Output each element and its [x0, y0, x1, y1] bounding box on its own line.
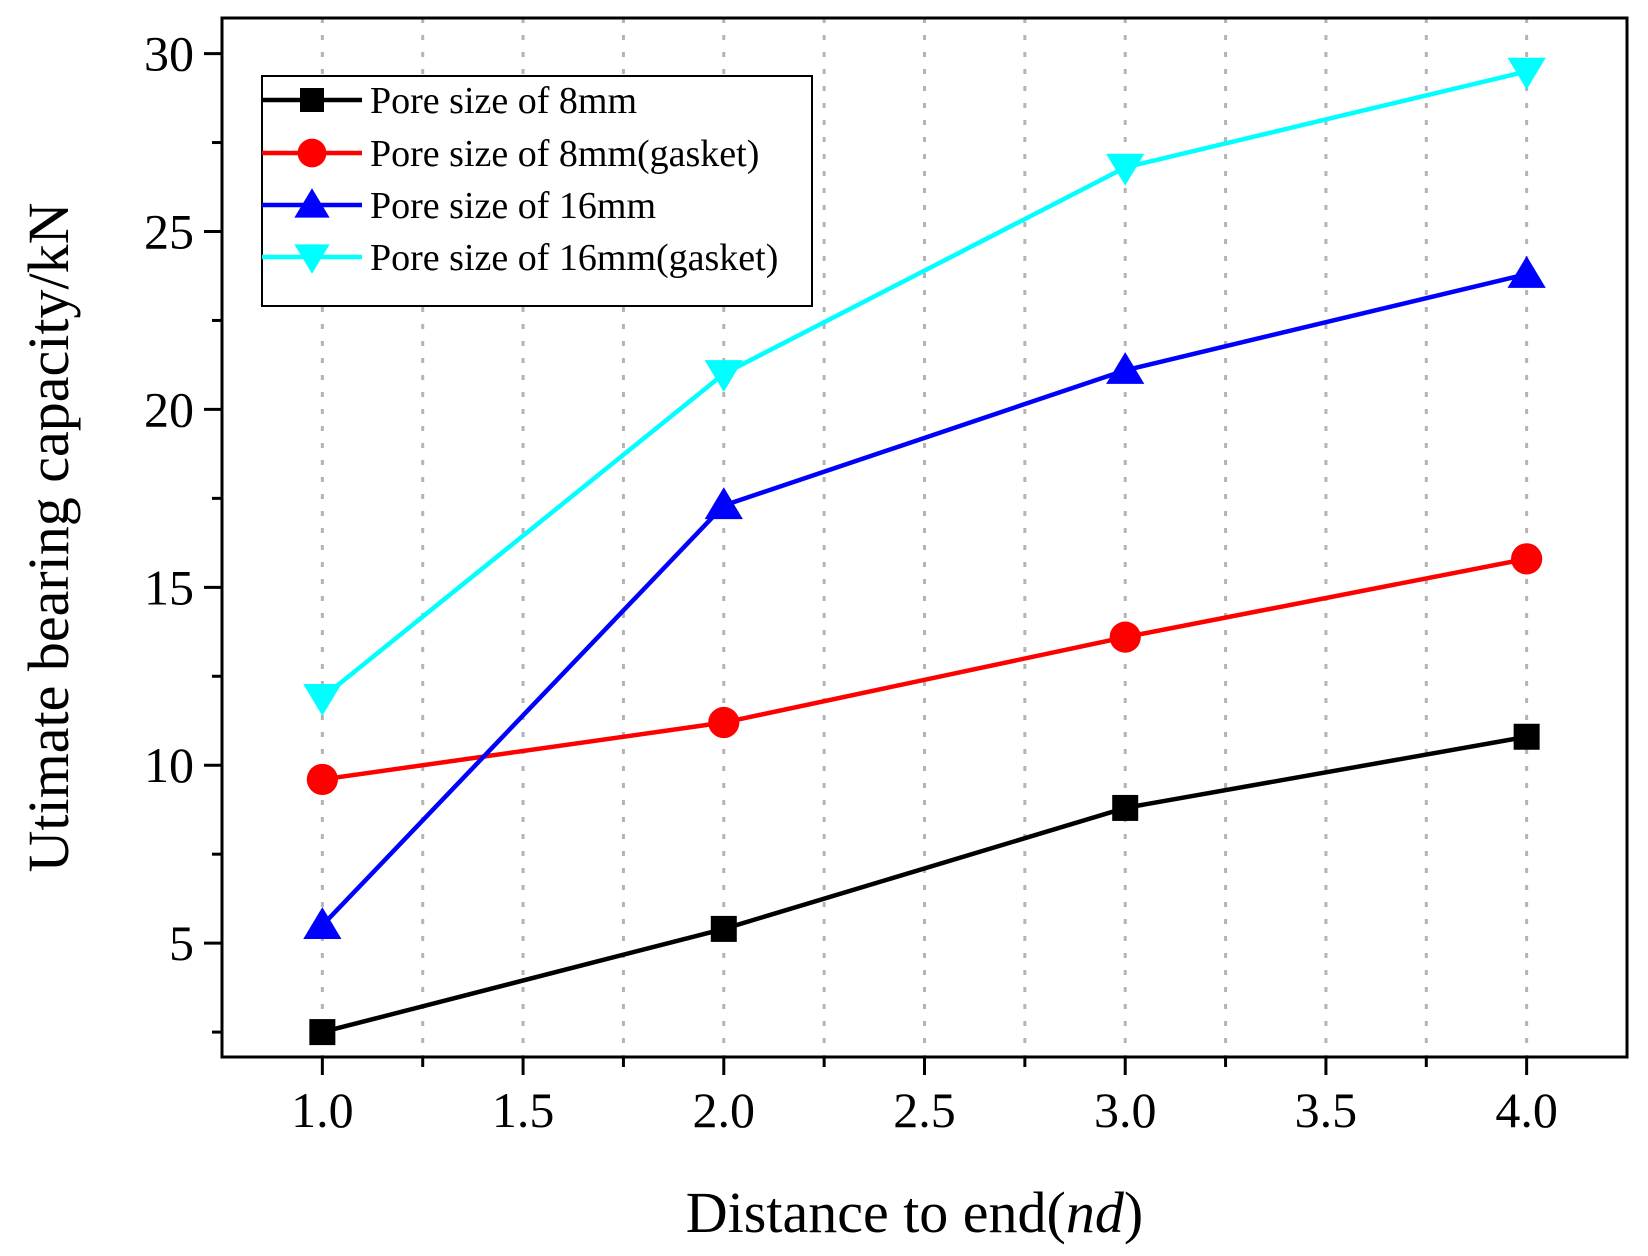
x-axis-title-suffix: ): [1124, 1180, 1143, 1245]
x-tick-label: 1.5: [492, 1082, 555, 1138]
series-line: [321, 734, 1528, 1035]
y-tick-label: 15: [144, 559, 194, 615]
y-tick-label: 20: [144, 381, 194, 437]
y-axis-title: Utimate bearing capacity/kN: [16, 203, 81, 873]
data-point: [704, 360, 743, 393]
x-tick-label: 2.0: [693, 1082, 756, 1138]
x-axis-title-main: Distance to end(: [686, 1180, 1066, 1245]
legend-label: Pore size of 8mm(gasket): [370, 133, 759, 175]
data-point: [1109, 621, 1141, 653]
legend-swatch-marker: [294, 244, 330, 274]
x-axis-title: Distance to end(nd): [686, 1180, 1143, 1245]
series-2: [306, 543, 1543, 796]
data-point: [710, 915, 737, 942]
series-line: [320, 69, 1528, 700]
x-tick-label: 1.0: [291, 1082, 354, 1138]
legend-item: Pore size of 16mm: [262, 185, 656, 227]
legend-box: [261, 75, 813, 307]
data-point: [1507, 255, 1546, 288]
data-point: [1106, 153, 1145, 186]
data-point: [306, 763, 338, 796]
legend-item: Pore size of 8mm: [262, 80, 637, 122]
y-tick-label: 10: [144, 737, 194, 793]
x-tick-label: 4.0: [1495, 1082, 1558, 1138]
legend-swatch-marker: [297, 138, 327, 168]
legend-item: Pore size of 16mm(gasket): [262, 237, 778, 279]
x-tick-label: 2.5: [893, 1082, 956, 1138]
data-point: [704, 487, 743, 520]
legend-swatch-marker: [294, 188, 330, 218]
x-tick-label: 3.0: [1094, 1082, 1157, 1138]
data-point: [303, 907, 342, 939]
series-3: [303, 255, 1546, 939]
y-tick-label: 5: [169, 915, 194, 971]
y-tick-label: 30: [144, 26, 194, 82]
legend-swatch-marker: [300, 88, 324, 112]
data-point: [708, 706, 740, 739]
data-point: [1112, 794, 1139, 821]
data-point: [309, 1019, 336, 1046]
legend-label: Pore size of 16mm: [370, 185, 656, 227]
y-tick-label: 25: [144, 203, 194, 259]
legend-item: Pore size of 8mm(gasket): [262, 133, 759, 175]
y-axis-ticks: 5 10 15 20 25 30: [144, 26, 222, 1034]
legend-label: Pore size of 8mm: [370, 80, 637, 122]
legend-label: Pore size of 16mm(gasket): [370, 237, 778, 279]
x-axis-title-italic: nd: [1066, 1180, 1125, 1245]
series-group: [303, 57, 1546, 1046]
data-point: [1106, 352, 1145, 384]
series-4: [303, 57, 1546, 716]
x-axis-ticks: 1.0 1.5 2.0 2.5 3.0 3.5 4.0: [291, 1057, 1558, 1138]
series-line: [320, 272, 1528, 927]
data-point: [1511, 543, 1543, 575]
series-1: [309, 723, 1540, 1046]
x-tick-label: 3.5: [1295, 1082, 1358, 1138]
legend: Pore size of 8mm Pore size of 8mm(gasket)…: [261, 75, 813, 307]
data-point: [1507, 57, 1546, 90]
series-line: [322, 556, 1528, 782]
data-point: [1513, 723, 1540, 750]
data-point: [303, 683, 342, 716]
